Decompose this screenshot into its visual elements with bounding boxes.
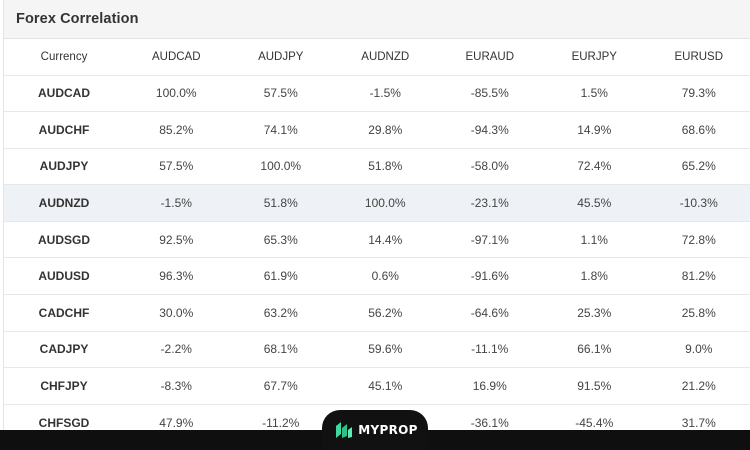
row-currency-pair: AUDCHF: [4, 111, 124, 149]
correlation-value: 67.7%: [228, 367, 333, 405]
correlation-value: 51.8%: [228, 184, 333, 222]
correlation-value: 25.8%: [646, 294, 750, 332]
correlation-value: -1.5%: [124, 184, 229, 222]
row-currency-pair: AUDJPY: [4, 148, 124, 186]
column-header[interactable]: EURAUD: [437, 39, 542, 76]
row-currency-pair: AUDNZD: [4, 184, 124, 222]
correlation-value: 65.3%: [228, 221, 333, 259]
correlation-value: 0.6%: [333, 257, 438, 296]
table-header-row: Currency AUDCAD AUDJPY AUDNZD EURAUD EUR…: [4, 39, 750, 76]
correlation-value: 61.9%: [228, 257, 333, 296]
correlation-value: 21.2%: [646, 367, 750, 405]
correlation-value: 56.2%: [333, 294, 438, 332]
correlation-value: 92.5%: [124, 221, 229, 259]
widget-title: Forex Correlation: [16, 11, 139, 27]
correlation-value: 1.5%: [542, 75, 647, 113]
correlation-value: 30.0%: [124, 294, 229, 332]
column-header-currency[interactable]: Currency: [4, 39, 124, 76]
correlation-value: -36.1%: [437, 404, 542, 430]
table-row: AUDNZD -1.5% 51.8% 100.0% -23.1% 45.5% -10.3%: [4, 184, 750, 222]
correlation-value: 1.8%: [542, 257, 647, 296]
table-row: AUDCAD 100.0% 57.5% -1.5% -85.5% 1.5% 79.3%: [4, 75, 750, 113]
row-currency-pair: CHFSGD: [4, 404, 124, 430]
row-currency-pair: AUDUSD: [4, 257, 124, 296]
correlation-value: -97.1%: [437, 221, 542, 259]
correlation-value: 91.5%: [542, 367, 647, 405]
column-header[interactable]: AUDNZD: [333, 39, 438, 76]
correlation-value: 45.1%: [333, 367, 438, 405]
correlation-value: -10.3%: [646, 184, 750, 222]
correlation-value: 29.8%: [333, 111, 438, 149]
table-row: CHFJPY -8.3% 67.7% 45.1% 16.9% 91.5% 21.2%: [4, 367, 750, 405]
correlation-value: 57.5%: [228, 75, 333, 113]
myprop-logo[interactable]: MYPROP: [322, 410, 428, 450]
table-row: CADCHF 30.0% 63.2% 56.2% -64.6% 25.3% 25.8%: [4, 294, 750, 332]
logo-text: MYPROP: [358, 423, 418, 437]
correlation-value: 96.3%: [124, 257, 229, 296]
correlation-value: -11.2%: [228, 404, 333, 430]
correlation-value: 51.8%: [333, 148, 438, 186]
correlation-value: 65.2%: [646, 148, 750, 186]
correlation-value: -2.2%: [124, 331, 229, 369]
column-header[interactable]: AUDCAD: [124, 39, 229, 76]
table-row: AUDJPY 57.5% 100.0% 51.8% -58.0% 72.4% 65.2%: [4, 148, 750, 186]
correlation-value: -94.3%: [437, 111, 542, 149]
correlation-value: -23.1%: [437, 184, 542, 222]
correlation-value: 81.2%: [646, 257, 750, 296]
table-row: AUDCHF 85.2% 74.1% 29.8% -94.3% 14.9% 68.6%: [4, 111, 750, 149]
correlation-value: 100.0%: [333, 184, 438, 222]
correlation-value: 59.6%: [333, 331, 438, 369]
row-currency-pair: CADCHF: [4, 294, 124, 332]
correlation-value: 85.2%: [124, 111, 229, 149]
column-header[interactable]: EURJPY: [542, 39, 647, 76]
correlation-value: 45.5%: [542, 184, 647, 222]
table-row: AUDSGD 92.5% 65.3% 14.4% -97.1% 1.1% 72.8%: [4, 221, 750, 259]
column-header[interactable]: EURUSD: [646, 39, 750, 76]
correlation-value: -1.5%: [333, 75, 438, 113]
table-row: AUDUSD 96.3% 61.9% 0.6% -91.6% 1.8% 81.2%: [4, 257, 750, 296]
correlation-value: 1.1%: [542, 221, 647, 259]
correlation-value: 79.3%: [646, 75, 750, 113]
correlation-value: 31.7%: [646, 404, 750, 430]
correlation-value: 72.8%: [646, 221, 750, 259]
correlation-table: Currency AUDCAD AUDJPY AUDNZD EURAUD EUR…: [4, 39, 750, 430]
correlation-value: 25.3%: [542, 294, 647, 332]
correlation-value: 74.1%: [228, 111, 333, 149]
myprop-logo-icon: [336, 422, 353, 438]
correlation-value: -58.0%: [437, 148, 542, 186]
row-currency-pair: CADJPY: [4, 331, 124, 369]
widget-header: Forex Correlation: [4, 0, 750, 39]
correlation-value: 14.9%: [542, 111, 647, 149]
forex-correlation-widget: Forex Correlation Currency AUDCAD AUDJPY…: [3, 0, 750, 430]
table-row: CADJPY -2.2% 68.1% 59.6% -11.1% 66.1% 9.0%: [4, 331, 750, 369]
correlation-value: 57.5%: [124, 148, 229, 186]
column-header[interactable]: AUDJPY: [228, 39, 333, 76]
correlation-value: -91.6%: [437, 257, 542, 296]
correlation-value: -45.4%: [542, 404, 647, 430]
correlation-value: 16.9%: [437, 367, 542, 405]
correlation-value: 9.0%: [646, 331, 750, 369]
correlation-value: 68.1%: [228, 331, 333, 369]
row-currency-pair: CHFJPY: [4, 367, 124, 405]
correlation-value: 100.0%: [228, 148, 333, 186]
correlation-value: 14.4%: [333, 221, 438, 259]
table-row: CHFSGD 47.9% -11.2% -36.1% -45.4% 31.7%: [4, 404, 750, 430]
correlation-value: 47.9%: [124, 404, 229, 430]
correlation-value: 100.0%: [124, 75, 229, 113]
correlation-value: 66.1%: [542, 331, 647, 369]
correlation-value: 72.4%: [542, 148, 647, 186]
correlation-value: -8.3%: [124, 367, 229, 405]
row-currency-pair: AUDSGD: [4, 221, 124, 259]
correlation-value: 63.2%: [228, 294, 333, 332]
correlation-value: -11.1%: [437, 331, 542, 369]
correlation-value: 68.6%: [646, 111, 750, 149]
row-currency-pair: AUDCAD: [4, 75, 124, 113]
correlation-value: -85.5%: [437, 75, 542, 113]
correlation-value: -64.6%: [437, 294, 542, 332]
